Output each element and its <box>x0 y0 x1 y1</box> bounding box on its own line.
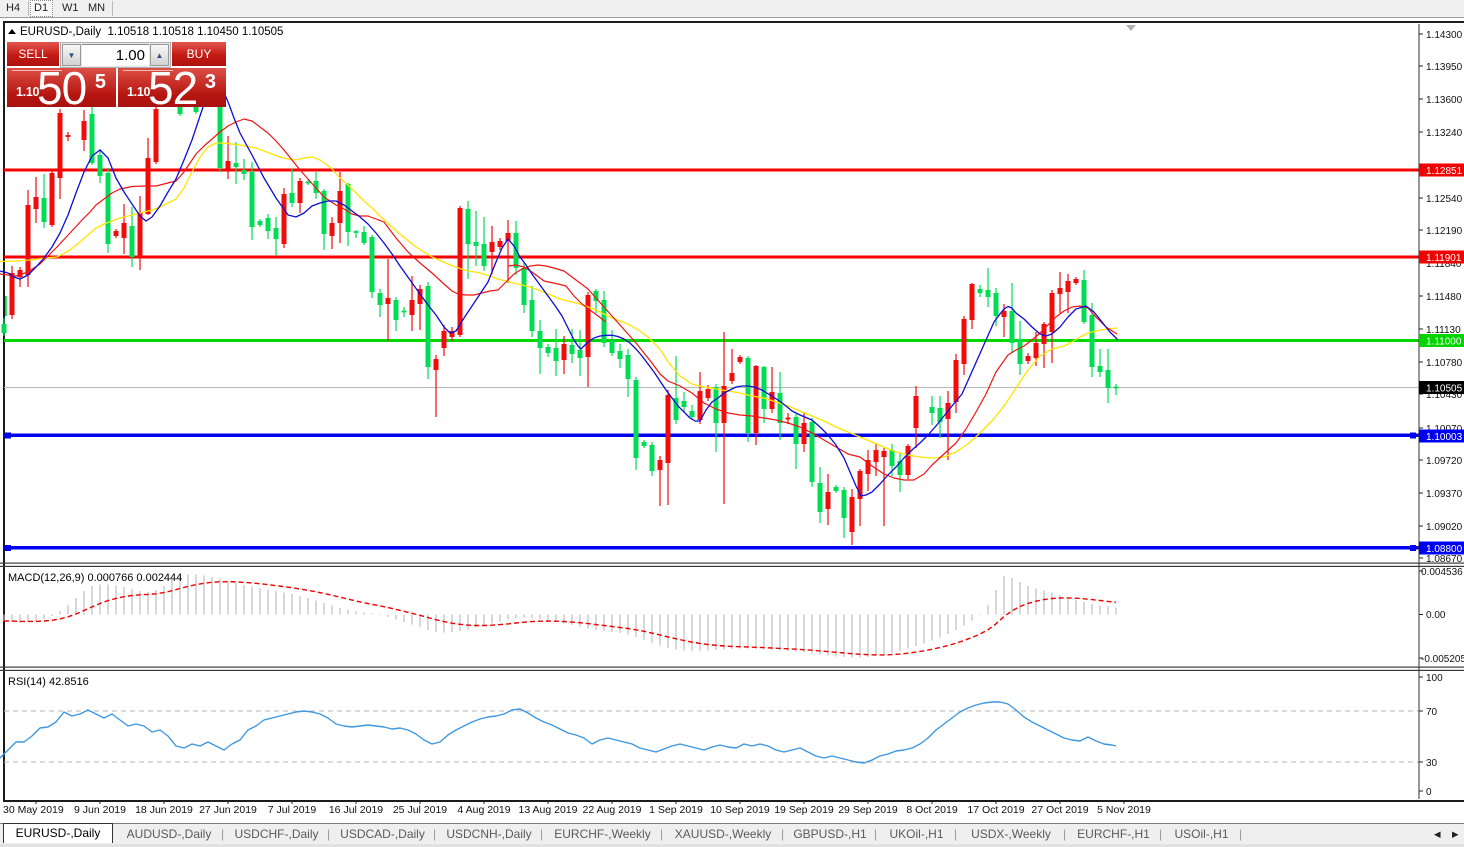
svg-text:1.13950: 1.13950 <box>1426 62 1463 73</box>
svg-text:1.11840: 1.11840 <box>1426 259 1462 270</box>
svg-text:17 Oct 2019: 17 Oct 2019 <box>967 804 1024 816</box>
svg-text:1.11480: 1.11480 <box>1426 292 1462 303</box>
svg-text:1.10003: 1.10003 <box>1426 432 1463 443</box>
svg-text:1.12190: 1.12190 <box>1426 226 1463 237</box>
svg-text:1.11901: 1.11901 <box>1426 253 1462 264</box>
svg-text:29 Sep 2019: 29 Sep 2019 <box>838 804 898 816</box>
svg-text:-0.005205: -0.005205 <box>1421 654 1464 665</box>
svg-text:1.09020: 1.09020 <box>1426 522 1463 533</box>
svg-text:19 Sep 2019: 19 Sep 2019 <box>774 804 834 816</box>
svg-text:5 Nov 2019: 5 Nov 2019 <box>1097 804 1151 816</box>
svg-text:1.11000: 1.11000 <box>1426 337 1462 348</box>
svg-text:1.12540: 1.12540 <box>1426 194 1463 205</box>
svg-text:0.004536: 0.004536 <box>1421 567 1463 578</box>
svg-text:0.00: 0.00 <box>1426 610 1446 621</box>
svg-text:18 Jun 2019: 18 Jun 2019 <box>135 804 193 816</box>
svg-text:1.13600: 1.13600 <box>1426 95 1463 106</box>
svg-text:0: 0 <box>1426 787 1432 798</box>
svg-text:27 Oct 2019: 27 Oct 2019 <box>1031 804 1088 816</box>
svg-text:1.09370: 1.09370 <box>1426 489 1463 500</box>
svg-text:1.13240: 1.13240 <box>1426 128 1463 139</box>
svg-text:1 Sep 2019: 1 Sep 2019 <box>649 804 703 816</box>
svg-text:13 Aug 2019: 13 Aug 2019 <box>519 804 578 816</box>
svg-text:30: 30 <box>1426 758 1438 769</box>
svg-text:1.10505: 1.10505 <box>1426 384 1463 395</box>
svg-text:10 Sep 2019: 10 Sep 2019 <box>710 804 770 816</box>
svg-text:1.11130: 1.11130 <box>1426 325 1461 336</box>
svg-text:1.08800: 1.08800 <box>1426 544 1463 555</box>
svg-text:1.14300: 1.14300 <box>1426 30 1463 41</box>
svg-text:70: 70 <box>1426 707 1438 718</box>
svg-text:25 Jul 2019: 25 Jul 2019 <box>393 804 447 816</box>
svg-text:16 Jul 2019: 16 Jul 2019 <box>329 804 383 816</box>
svg-text:MACD(12,26,9) 0.000766 0.00244: MACD(12,26,9) 0.000766 0.002444 <box>8 572 182 584</box>
svg-text:1.10780: 1.10780 <box>1426 358 1463 369</box>
svg-text:100: 100 <box>1426 673 1443 684</box>
svg-text:9 Jun 2019: 9 Jun 2019 <box>74 804 126 816</box>
svg-text:30 May 2019: 30 May 2019 <box>3 804 64 816</box>
svg-text:1.12851: 1.12851 <box>1426 166 1463 177</box>
svg-text:7 Jul 2019: 7 Jul 2019 <box>268 804 317 816</box>
svg-text:4 Aug 2019: 4 Aug 2019 <box>457 804 510 816</box>
svg-text:RSI(14) 42.8516: RSI(14) 42.8516 <box>8 676 89 688</box>
svg-text:1.10430: 1.10430 <box>1426 390 1463 401</box>
svg-text:1.09720: 1.09720 <box>1426 456 1463 467</box>
svg-text:27 Jun 2019: 27 Jun 2019 <box>199 804 257 816</box>
svg-text:1.08670: 1.08670 <box>1426 554 1463 565</box>
svg-text:22 Aug 2019: 22 Aug 2019 <box>583 804 642 816</box>
svg-text:8 Oct 2019: 8 Oct 2019 <box>906 804 958 816</box>
